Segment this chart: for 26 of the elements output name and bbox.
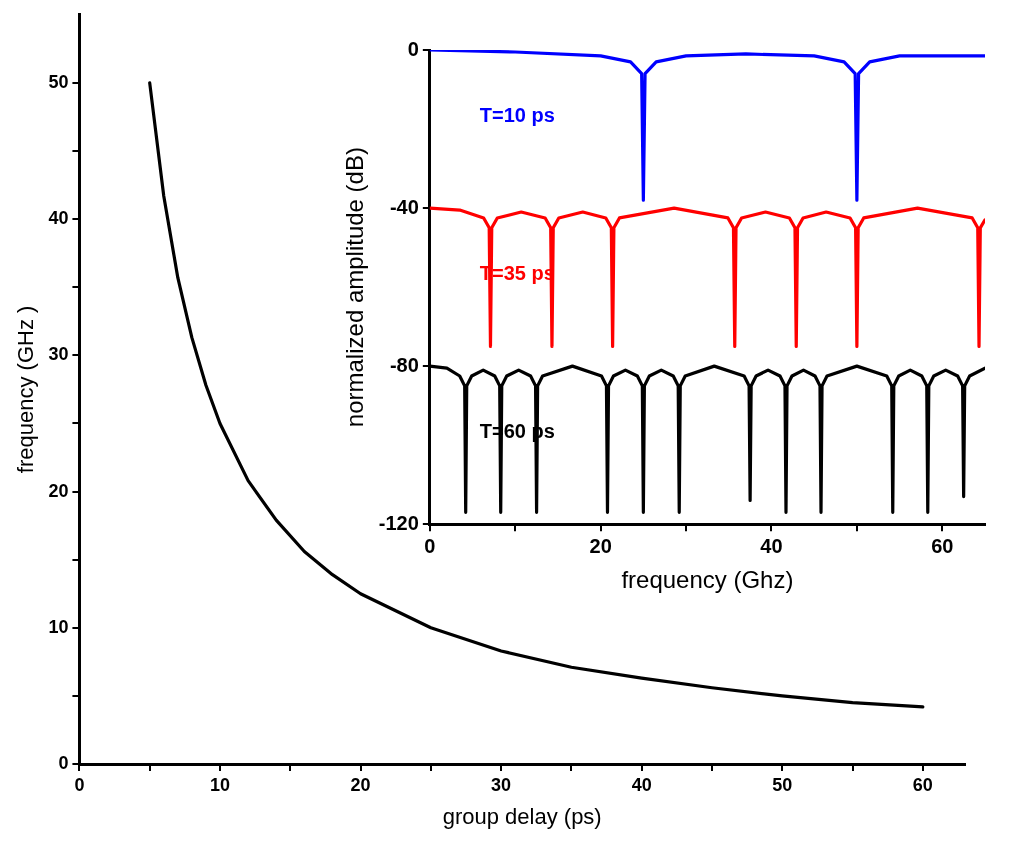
y-tick-label: 30 [48, 344, 69, 365]
x-tick-label: 20 [350, 774, 371, 795]
y-tick-label: 0 [407, 37, 419, 60]
y-tick-label: -120 [378, 511, 419, 534]
x-tick-label: 60 [912, 774, 933, 795]
x-axis-title: frequency (Ghz) [621, 566, 794, 594]
y-tick-label: 50 [48, 71, 69, 92]
y-tick-label: 10 [48, 616, 69, 637]
x-tick-label: 10 [209, 774, 231, 795]
x-tick-label: 20 [589, 534, 612, 557]
y-tick-label: -80 [389, 353, 419, 376]
y-tick-label: 0 [58, 752, 69, 773]
y-tick-label: 20 [48, 480, 69, 501]
x-tick-label: 40 [631, 774, 652, 795]
x-axis-title: group delay (ps) [442, 803, 602, 829]
x-tick-label: 30 [491, 774, 512, 795]
x-tick-label: 0 [424, 534, 436, 557]
text: T=10 ps [479, 103, 555, 126]
y-tick-label: 40 [48, 208, 69, 229]
y-axis-title: frequency (GHz ) [13, 305, 39, 474]
x-tick-label: 0 [74, 774, 85, 795]
y-tick-label: -40 [389, 195, 419, 218]
x-tick-label: 60 [931, 534, 954, 557]
y-axis-title: normalized amplitude (dB) [341, 147, 369, 428]
x-tick-label: 50 [772, 774, 793, 795]
x-tick-label: 40 [760, 534, 783, 557]
